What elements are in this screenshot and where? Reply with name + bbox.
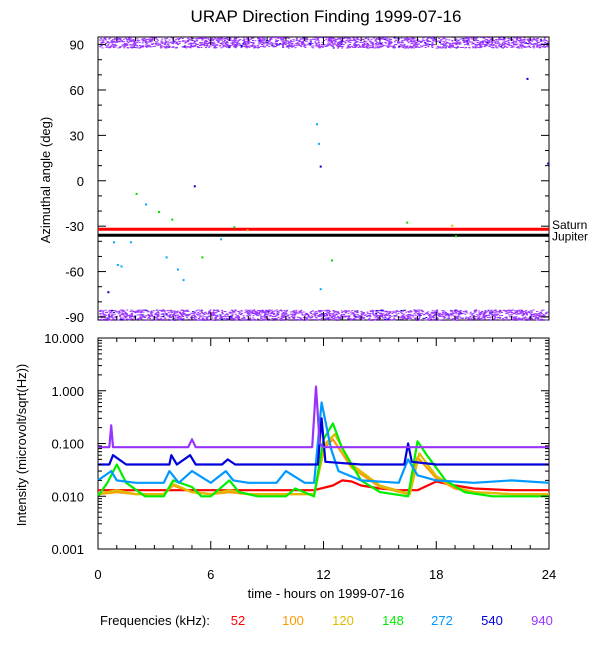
x-tick-label: 12 xyxy=(316,567,330,582)
legend-item-148: 148 xyxy=(382,613,404,628)
x-tick-label: 6 xyxy=(207,567,214,582)
legend-item-940: 940 xyxy=(531,613,553,628)
azimuth-point-3 xyxy=(120,265,123,268)
azimuth-point-7 xyxy=(158,211,161,213)
chart-title: URAP Direction Finding 1999-07-16 xyxy=(191,7,462,26)
azimuth-point-19 xyxy=(319,165,322,168)
legend-item-100: 100 xyxy=(282,613,304,628)
azimuth-point-24 xyxy=(455,235,457,238)
legend-title: Frequencies (kHz): xyxy=(100,613,210,628)
intensity-y-axis-label: Intensity (microvolt/sqrt(Hz)) xyxy=(14,364,29,527)
azimuth-point-16 xyxy=(246,229,249,232)
legend-item-540: 540 xyxy=(481,613,503,628)
azimuth-point-9 xyxy=(171,218,174,221)
azimuth-point-10 xyxy=(176,268,179,271)
azimuth-point-15 xyxy=(233,226,236,229)
frequency-legend: Frequencies (kHz): 52 100 120 148 272 540 940 xyxy=(100,613,553,628)
azimuth-point-22 xyxy=(406,221,409,224)
intensity-y-tick-label: 1.000 xyxy=(51,384,84,399)
azimuth-point-6 xyxy=(145,203,147,206)
azimuth-point-23 xyxy=(451,224,454,227)
intensity-y-tick-label: 10.000 xyxy=(44,331,84,346)
azimuth-y-tick-label: -60 xyxy=(65,265,84,280)
azimuth-point-18 xyxy=(317,142,320,145)
azimuth-point-14 xyxy=(220,238,223,241)
azimuth-point-17 xyxy=(316,123,318,126)
azimuth-point-8 xyxy=(165,256,168,259)
series-940-khz xyxy=(98,385,549,449)
azimuth-point-5 xyxy=(135,192,138,195)
x-axis-label: time - hours on 1999-07-16 xyxy=(248,586,405,601)
azimuth-point-21 xyxy=(331,259,333,262)
legend-item-120: 120 xyxy=(332,613,354,628)
x-tick-label: 24 xyxy=(542,567,556,582)
azimuth-y-tick-label: 60 xyxy=(70,83,84,98)
reference-label-jupiter: Jupiter xyxy=(552,229,588,243)
azimuth-point-0 xyxy=(107,291,110,294)
azimuth-y-tick-label: -30 xyxy=(65,219,84,234)
azimuth-y-tick-label: 90 xyxy=(70,38,84,53)
azimuth-plot-frame xyxy=(97,36,550,321)
intensity-panel: 10.000 1.000 0.100 0.010 0.001 Intensity (mi… xyxy=(14,331,556,601)
series-272-khz xyxy=(97,401,550,484)
series-540-khz xyxy=(98,417,549,466)
reference-label-saturn: Saturn xyxy=(552,218,587,232)
azimuth-point-1 xyxy=(113,241,115,244)
azimuth-y-axis-label: Azimuthal angle (deg) xyxy=(38,117,53,243)
azimuth-point-13 xyxy=(201,256,204,259)
azimuth-band-bottom xyxy=(99,309,549,321)
intensity-y-tick-label: 0.001 xyxy=(51,542,84,557)
azimuth-y-tick-label: 30 xyxy=(70,128,84,143)
azimuth-y-tick-label: -90 xyxy=(65,310,84,325)
azimuth-point-4 xyxy=(129,241,132,244)
azimuth-point-25 xyxy=(526,77,529,80)
azimuth-y-tick-label: 0 xyxy=(77,174,84,189)
azimuth-point-20 xyxy=(319,288,322,291)
legend-item-272: 272 xyxy=(431,613,453,628)
intensity-y-tick-label: 0.010 xyxy=(51,489,84,504)
intensity-y-tick-label: 0.100 xyxy=(51,437,84,452)
azimuth-point-2 xyxy=(116,264,119,266)
azimuth-point-12 xyxy=(193,185,196,188)
x-tick-label: 0 xyxy=(94,567,101,582)
x-tick-label: 18 xyxy=(429,567,443,582)
legend-item-52: 52 xyxy=(231,613,245,628)
azimuth-point-11 xyxy=(182,279,185,282)
azimuth-point-26 xyxy=(547,162,550,165)
